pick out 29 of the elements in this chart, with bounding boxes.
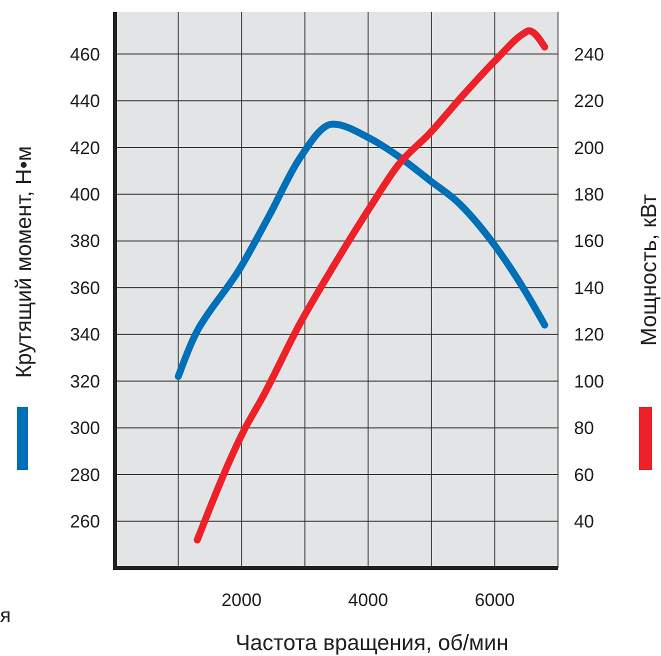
y2-tick-label: 100: [574, 371, 604, 392]
x-axis-title: Частота вращения, об/мин: [236, 630, 508, 655]
y-tick-label: 360: [70, 278, 100, 298]
y2-tick-label: 80: [574, 418, 594, 438]
y2-tick-label: 200: [574, 138, 604, 158]
y-tick-label: 400: [70, 184, 100, 205]
y-tick-label: 380: [70, 231, 100, 252]
y2-tick-label: 60: [574, 464, 594, 485]
y2-tick-label: 120: [574, 324, 604, 345]
y2-tick-label: 160: [574, 231, 604, 252]
y-tick-label: 440: [70, 91, 100, 112]
x-tick-label: 2000: [222, 590, 262, 610]
text: я: [0, 605, 11, 627]
y-axis-title: Крутящий момент, Н•м: [11, 146, 36, 378]
y2-tick-label: 180: [574, 184, 604, 205]
y-tick-label: 420: [70, 138, 100, 158]
y2-tick-label: 40: [574, 512, 594, 532]
y2-tick-label: 240: [574, 44, 604, 64]
x-tick-label: 6000: [474, 590, 515, 610]
y2-tick-label: 220: [574, 91, 604, 112]
y2-axis-title: Мощность, кВт: [636, 194, 661, 346]
y-tick-label: 460: [70, 44, 100, 64]
y-tick-label: 320: [70, 371, 100, 392]
y-tick-label: 280: [70, 464, 100, 485]
y-tick-label: 300: [70, 418, 100, 438]
y2-tick-label: 140: [574, 278, 604, 298]
y-tick-label: 260: [70, 512, 100, 532]
x-tick-label: 4000: [348, 590, 388, 610]
y-tick-label: 340: [70, 324, 100, 345]
